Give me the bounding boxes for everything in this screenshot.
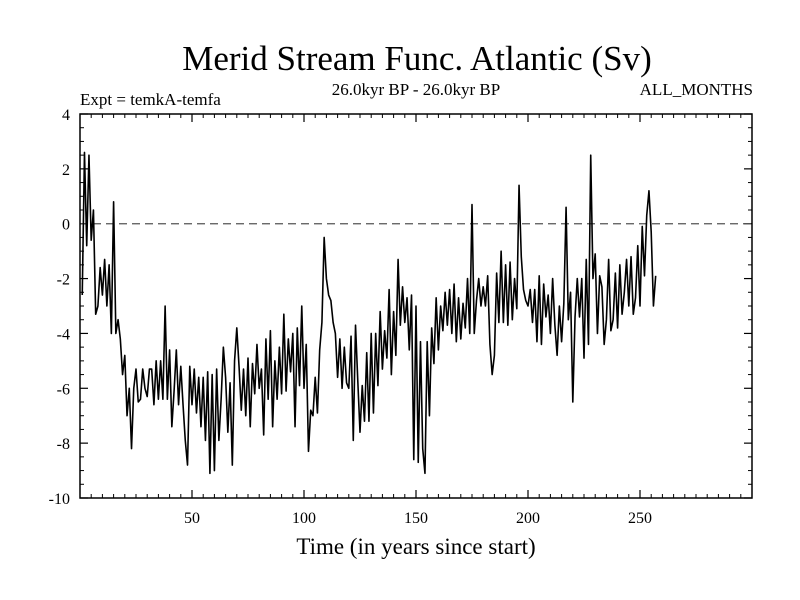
- months-label: ALL_MONTHS: [640, 80, 753, 99]
- x-tick-label: 250: [628, 510, 652, 527]
- y-tick-label: -8: [57, 436, 70, 453]
- plot-frame: [79, 113, 753, 499]
- y-tick-label: 0: [62, 217, 70, 234]
- y-tick-label: 2: [62, 162, 70, 179]
- y-tick-label: -4: [57, 326, 70, 343]
- y-tick-label: -6: [57, 381, 70, 398]
- chart-title: Merid Stream Func. Atlantic (Sv): [182, 39, 652, 78]
- y-tick-label: -2: [57, 272, 70, 289]
- x-tick-label: 200: [516, 510, 540, 527]
- x-tick-label: 100: [292, 510, 316, 527]
- y-tick-label: 4: [62, 107, 70, 124]
- series-line: [81, 151, 657, 475]
- x-tick-label: 50: [184, 510, 200, 527]
- x-tick-label: 150: [404, 510, 428, 527]
- x-axis-label: Time (in years since start): [296, 534, 535, 559]
- chart-subtitle: 26.0kyr BP - 26.0kyr BP: [332, 80, 500, 99]
- y-tick-label: -10: [49, 491, 70, 508]
- experiment-label: Expt = temkA-temfa: [80, 90, 221, 109]
